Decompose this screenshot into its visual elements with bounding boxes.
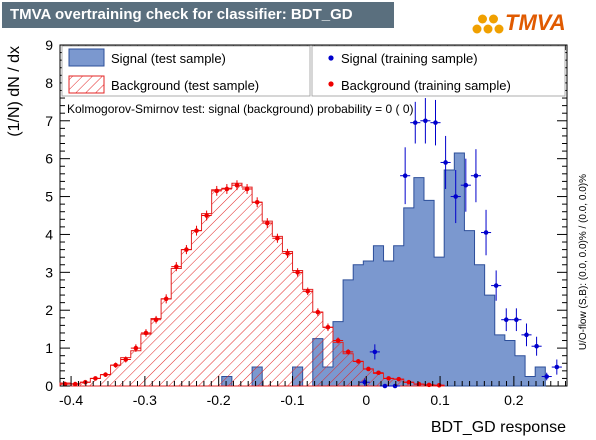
background-training-point-marker [406,379,412,385]
x-tick-label: -0.4 [59,392,83,408]
signal-training-point-marker [443,160,448,165]
tmva-logo-icon [472,14,504,34]
legend-box-right [311,45,566,97]
signal-training-point-marker [402,173,408,179]
background-training-point-marker [335,338,341,343]
signal-training-point-marker [503,317,509,322]
background-training-point-marker [386,376,391,381]
signal-training-point-marker [463,182,469,188]
y-tick-label: 5 [45,189,53,205]
legend-signal-test-swatch [68,48,105,67]
background-training-point-marker [194,228,199,233]
background-training-point-marker [153,317,159,322]
signal-training-point-marker [554,364,560,370]
legend-signal-train-marker [328,55,334,61]
x-tick-label: 0 [362,392,370,408]
x-tick-label: -0.2 [207,392,231,408]
y-tick-label: 3 [45,264,53,280]
legend-background-test-swatch [68,75,105,94]
background-training-point-marker [163,296,169,302]
background-training-point-marker [224,186,230,192]
background-training-point-marker [83,379,88,385]
signal-training-point-marker [514,317,519,322]
legend-background-train-label: Background (training sample) [341,78,511,93]
signal-training-point-marker [423,118,428,124]
y-tick-label: 4 [45,226,53,242]
background-training-point-marker [113,362,118,368]
y-tick-label: 1 [45,340,53,356]
background-training-point-marker [254,199,260,205]
overflow-text: U/O-flow (S,B): (0.0, 0.0)% / (0.0, 0.0)… [578,174,589,350]
background-training-point-marker [275,235,280,241]
background-training-point-marker [143,330,149,336]
y-tick-label: 6 [45,151,53,167]
background-training-point-marker [72,381,78,387]
legend-background-test-label: Background (test sample) [111,78,259,93]
background-training-point-marker [93,376,98,381]
background-training-point-marker [204,213,209,218]
signal-training-points [359,98,562,389]
x-axis-label: BDT_GD response [431,419,566,436]
x-tick-label: 0.1 [430,392,450,408]
background-training-point-marker [345,349,351,355]
background-training-point-marker [244,186,250,192]
background-training-point-marker [123,357,129,362]
background-training-point-marker [265,220,270,226]
background-training-point-marker [325,324,331,330]
signal-training-point-marker [392,383,398,389]
signal-training-point-marker [412,120,418,125]
signal-training-point-marker [473,173,479,179]
signal-training-point-marker [453,194,459,199]
background-training-point-marker [315,309,321,315]
signal-training-point-marker [493,283,499,288]
signal-training-point-marker [433,120,438,125]
x-tick-label: 0.2 [504,392,524,408]
signal-training-point-marker [544,374,550,379]
legend-signal-test-label: Signal (test sample) [111,51,226,66]
tmva-logo-text: TMVA [505,10,566,35]
x-tick-label: -0.1 [280,392,304,408]
signal-training-point-marker [372,349,378,355]
legend-background-train-marker [328,81,334,87]
signal-training-point-marker [534,343,539,349]
background-training-point-marker [396,376,402,382]
signal-training-point-marker [524,332,529,338]
background-training-point-marker [426,382,432,388]
background-training-point-marker [285,251,290,256]
background-training-point-marker [355,359,361,364]
background-training-point-marker [436,382,442,388]
tmva-logo: TMVA [471,10,589,38]
background-training-point-marker [376,370,381,376]
y-tick-label: 9 [45,37,53,53]
y-tick-label: 0 [45,378,53,394]
background-training-point-marker [103,372,108,377]
background-training-point-marker [234,182,240,188]
x-tick-label: -0.3 [133,392,157,408]
background-training-point-marker [133,345,139,351]
background-training-point-marker [305,288,311,294]
ks-test-text: Kolmogorov-Smirnov test: signal (backgro… [67,102,414,116]
y-tick-label: 8 [45,75,53,91]
background-training-points [60,180,445,388]
background-training-point-marker [174,264,179,269]
background-test-outline [59,182,445,387]
legend-signal-train-label: Signal (training sample) [341,51,478,66]
signal-training-point-marker [382,383,388,389]
background-training-point-marker [184,247,189,252]
legend: Signal (test sample) Background (test sa… [61,45,566,97]
plot-title: TMVA overtraining check for classifier: … [2,2,394,28]
y-tick-label: 7 [45,113,53,129]
background-training-point-marker [416,381,422,387]
y-tick-label: 2 [45,302,53,318]
background-training-point-marker [214,188,220,194]
background-training-point-marker [366,366,371,372]
y-axis-label: (1/N) dN / dx [6,46,23,137]
background-test-histogram [59,182,445,387]
background-training-point-marker [295,270,300,275]
signal-training-point-marker [483,230,489,235]
